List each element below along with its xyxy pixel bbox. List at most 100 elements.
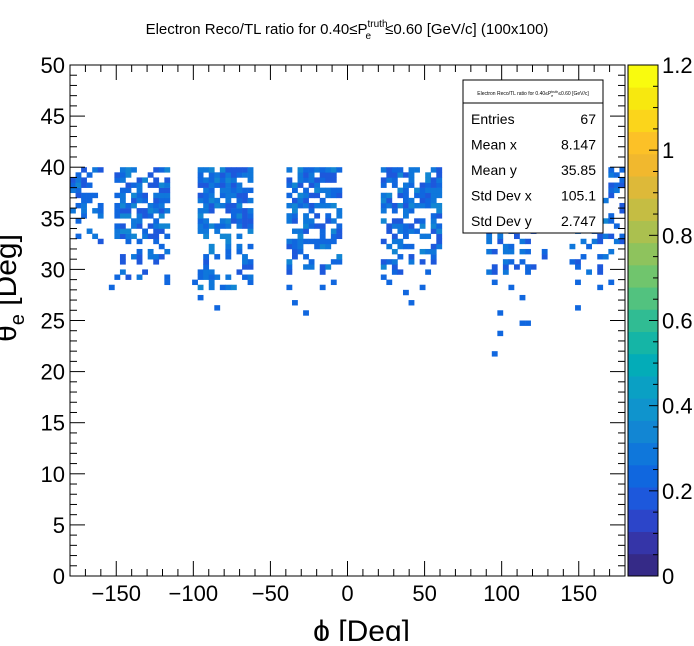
heatmap-cell [114,223,121,229]
heatmap-cell [436,213,443,219]
heatmap-cell [153,218,160,224]
heatmap-cell [325,172,332,178]
heatmap-cell [230,208,237,214]
heatmap-cell [308,172,315,178]
heatmap-cell [153,167,160,173]
heatmap-cell [430,192,437,199]
heatmap-cell [225,208,232,214]
heatmap-cell [247,208,254,214]
heatmap-cell [197,172,204,178]
x-tick-label: −150 [91,581,141,606]
heatmap-cell [330,177,337,183]
heatmap-cell [597,238,604,245]
heatmap-cell [147,213,154,219]
heatmap-cell [397,167,404,173]
heatmap-cell [247,259,254,265]
heatmap-cell [525,320,531,326]
heatmap-cell [136,238,143,245]
heatmap-cell [380,274,387,280]
heatmap-cell [430,223,437,229]
heatmap-cell [591,238,598,245]
heatmap-cell [408,259,415,265]
x-tick-label: 50 [412,581,436,606]
heatmap-cell [292,238,298,245]
heatmap-cell [286,213,293,219]
heatmap-cell [236,172,243,178]
heatmap-cell [430,259,437,265]
heatmap-cell [380,192,387,199]
heatmap-cell [408,223,415,229]
palette-segment [628,220,658,244]
stats-rows: Entries 67 Mean x 8.147 Mean y 35.85 Std Dev x… [471,111,596,229]
heatmap-cell [525,269,531,275]
heatmap-cell [242,187,248,194]
heatmap-cell [403,223,409,229]
heatmap-cell [119,269,126,275]
heatmap-cell [158,192,165,199]
stats-value: 8.147 [561,137,596,153]
heatmap-cell [419,259,426,265]
heatmap-cell [436,223,443,229]
heatmap-cell [336,228,343,234]
heatmap-cell [158,228,165,234]
heatmap-cell [292,213,298,219]
heatmap-cell [330,202,337,209]
heatmap-cell [147,254,154,260]
heatmap-cell [608,248,615,255]
heatmap-cell [336,208,343,214]
heatmap-cell [164,197,171,204]
heatmap-cell [136,192,143,199]
heatmap-cell [380,167,387,173]
heatmap-cell [408,182,415,188]
heatmap-cell [430,167,437,173]
heatmap-cell [403,213,409,219]
heatmap-cell [613,238,620,245]
heatmap-cell [319,172,326,178]
heatmap-cell [314,223,321,229]
heatmap-cell [425,202,432,209]
heatmap-cell [286,192,293,199]
heatmap-cell [297,233,304,240]
heatmap-cell [125,182,132,188]
heatmap-cell [303,254,309,260]
heatmap-cell [158,167,165,173]
heatmap-cell [297,177,304,183]
heatmap-cell [203,223,210,229]
heatmap-cell [608,218,615,224]
heatmap-cell [491,279,498,286]
heatmap-cell [436,208,443,214]
heatmap-cell [541,248,548,255]
heatmap-cell [225,238,232,245]
heatmap-cell [75,233,82,240]
heatmap-cell [292,197,298,204]
palette-segment [628,420,658,444]
z-tick-label: 0.8 [662,223,693,248]
heatmap-cell [86,228,93,234]
heatmap-cell [314,202,321,209]
heatmap-cell [330,233,337,240]
heatmap-cell [81,167,87,173]
heatmap-cell [131,218,137,224]
heatmap-cell [225,182,232,188]
y-axis: 0 5 10 15 20 25 30 35 40 45 50 [41,53,625,589]
heatmap-cell [119,202,126,209]
heatmap-cell [397,223,404,229]
heatmap-cell [70,208,76,214]
heatmap-cell [486,233,493,240]
heatmap-cell [308,264,315,270]
heatmap-cell [303,187,309,194]
heatmap-cell [486,248,493,255]
heatmap-cell [380,218,387,224]
heatmap-cell [519,248,526,255]
heatmap-cell [325,243,332,250]
heatmap-cell [425,187,432,194]
x-axis: −150 −100 −50 0 50 100 150 [69,65,626,606]
heatmap-cell [136,197,143,204]
heatmap-cell [236,213,243,219]
heatmap-cell [514,233,520,240]
heatmap-cell [75,218,82,224]
z-tick-label: 0.4 [662,394,693,419]
heatmap-cell [242,213,248,219]
heatmap-cell [430,213,437,219]
